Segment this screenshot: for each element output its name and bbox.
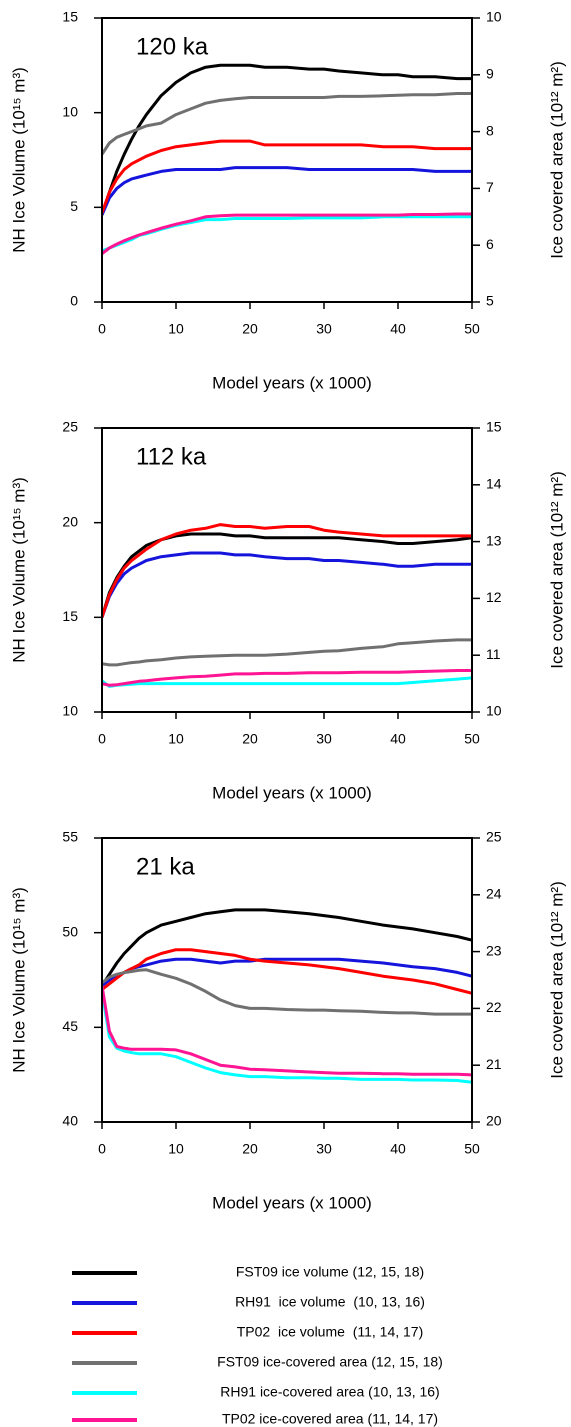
x-tick-label: 0 <box>98 731 106 747</box>
plot-frame <box>101 427 473 713</box>
y2-axis-title: Ice covered area (10¹² m²) <box>547 471 566 668</box>
x-tick-label: 20 <box>242 321 258 337</box>
y-tick-label: 15 <box>62 608 78 624</box>
x-tick-label: 0 <box>98 321 106 337</box>
y2-axis-title: Ice covered area (10¹² m²) <box>547 881 566 1078</box>
x-tick-label: 10 <box>168 321 184 337</box>
y-tick-label: 20 <box>62 513 78 529</box>
x-tick-label: 30 <box>316 321 332 337</box>
series-line <box>102 532 472 618</box>
legend-label: TP02 ice-covered area (11, 14, 17) <box>222 1411 438 1427</box>
y2-tick-label: 8 <box>486 122 494 138</box>
y2-tick-label: 7 <box>486 179 494 195</box>
panel-annotation: 112 ka <box>136 443 207 470</box>
y2-tick-label: 20 <box>486 1113 502 1129</box>
x-tick-label: 0 <box>98 1141 106 1157</box>
x-tick-label: 30 <box>316 1141 332 1157</box>
panel-annotation: 120 ka <box>136 33 209 60</box>
series-line <box>102 638 472 667</box>
x-tick-label: 10 <box>168 731 184 747</box>
x-tick-label: 50 <box>464 1141 480 1157</box>
x-tick-label: 30 <box>316 731 332 747</box>
y-tick-label: 40 <box>62 1113 78 1129</box>
y2-tick-label: 23 <box>486 942 502 958</box>
series-line <box>102 551 472 618</box>
y2-tick-label: 11 <box>486 646 501 662</box>
series-line <box>102 948 472 995</box>
y2-tick-label: 13 <box>486 532 502 548</box>
x-tick-label: 40 <box>390 321 406 337</box>
legend-label: RH91 ice volume (10, 13, 16) <box>235 1294 425 1310</box>
y2-tick-label: 10 <box>486 9 502 25</box>
y-tick-label: 45 <box>62 1018 78 1034</box>
series-line <box>102 63 472 216</box>
plot-frame <box>101 837 473 1123</box>
y2-tick-label: 25 <box>486 829 502 845</box>
y2-tick-label: 12 <box>486 589 502 605</box>
x-tick-label: 50 <box>464 321 480 337</box>
series-line <box>102 669 472 687</box>
series-line <box>102 523 472 618</box>
panel-annotation: 21 ka <box>136 853 195 880</box>
y2-tick-label: 24 <box>486 886 502 902</box>
series-line <box>102 908 472 987</box>
series-line <box>102 166 472 216</box>
y2-tick-label: 22 <box>486 999 502 1015</box>
legend-label: FST09 ice volume (12, 15, 18) <box>236 1264 424 1280</box>
series-line <box>102 212 472 255</box>
x-tick-label: 40 <box>390 1141 406 1157</box>
y2-tick-label: 5 <box>486 293 494 309</box>
y-tick-label: 55 <box>62 829 78 845</box>
y-tick-label: 15 <box>62 9 78 25</box>
y-tick-label: 25 <box>62 419 78 435</box>
x-tick-label: 20 <box>242 1141 258 1157</box>
plot-frame <box>101 17 473 303</box>
x-tick-label: 50 <box>464 731 480 747</box>
y-tick-label: 10 <box>62 103 78 119</box>
legend-label: TP02 ice volume (11, 14, 17) <box>237 1324 424 1340</box>
y2-tick-label: 9 <box>486 66 494 82</box>
series-line <box>102 968 472 1016</box>
legend-label: RH91 ice-covered area (10, 13, 16) <box>220 1384 439 1400</box>
x-tick-label: 10 <box>168 1141 184 1157</box>
series-line <box>102 985 472 1077</box>
y-tick-label: 10 <box>62 703 78 719</box>
y2-axis-title: Ice covered area (10¹² m²) <box>547 61 566 258</box>
series-line <box>102 92 472 156</box>
series-line <box>102 139 472 214</box>
series-line <box>102 676 472 688</box>
legend-label: FST09 ice-covered area (12, 15, 18) <box>217 1354 443 1370</box>
series-line <box>102 215 472 253</box>
y-axis-title: NH Ice Volume (10¹⁵ m³) <box>9 887 28 1073</box>
y2-tick-label: 6 <box>486 236 494 252</box>
x-axis-title: Model years (x 1000) <box>212 373 372 392</box>
y2-tick-label: 21 <box>486 1056 502 1072</box>
y-axis-title: NH Ice Volume (10¹⁵ m³) <box>9 67 28 253</box>
x-axis-title: Model years (x 1000) <box>212 783 372 802</box>
y-axis-title: NH Ice Volume (10¹⁵ m³) <box>9 477 28 663</box>
x-tick-label: 40 <box>390 731 406 747</box>
series-line <box>102 991 472 1084</box>
y2-tick-label: 14 <box>486 476 502 492</box>
y-tick-label: 0 <box>70 293 78 309</box>
x-tick-label: 20 <box>242 731 258 747</box>
y2-tick-label: 10 <box>486 703 502 719</box>
y-tick-label: 50 <box>62 923 78 939</box>
x-axis-title: Model years (x 1000) <box>212 1193 372 1212</box>
y2-tick-label: 15 <box>486 419 502 435</box>
y-tick-label: 5 <box>70 198 78 214</box>
